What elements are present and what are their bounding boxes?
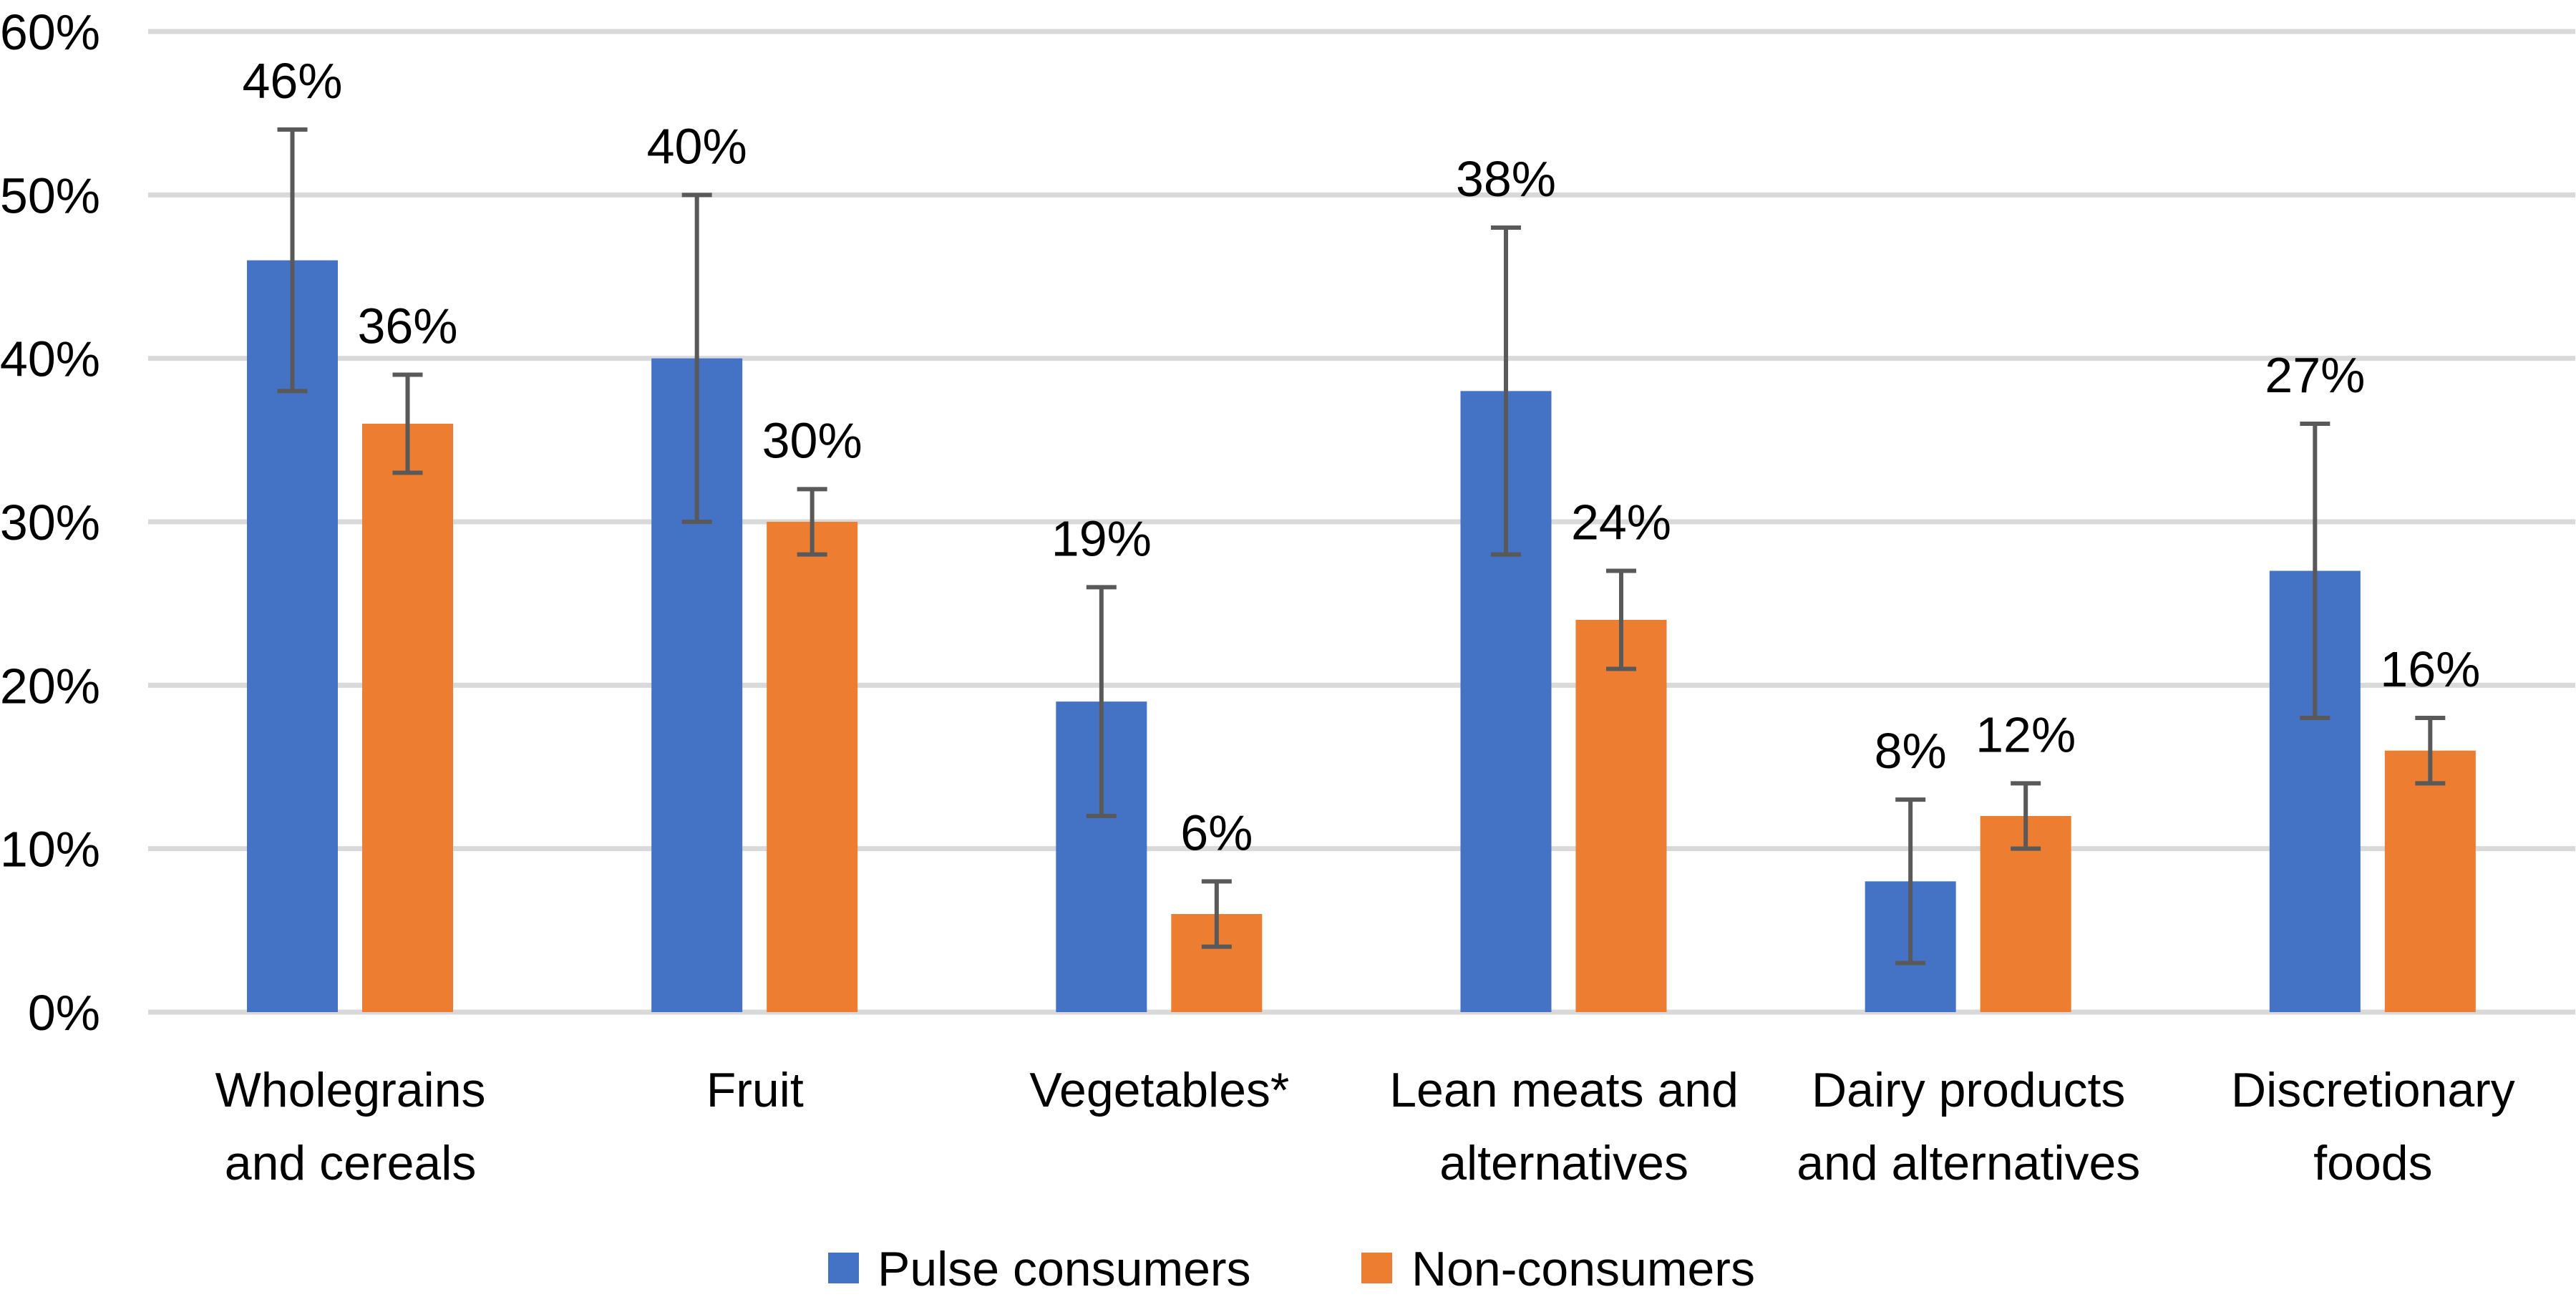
x-tick-label: Dairy products [1812, 1063, 2125, 1117]
data-label: 38% [1456, 151, 1556, 207]
data-label: 6% [1180, 805, 1253, 860]
error-bar [797, 487, 827, 557]
x-tick-label: Fruit [706, 1063, 804, 1117]
legend-swatch-pulse-consumers [828, 1253, 859, 1283]
error-bar [2300, 422, 2330, 720]
data-label: 12% [1975, 706, 2076, 762]
y-tick-label: 20% [0, 658, 100, 714]
error-bars [277, 127, 2446, 966]
x-axis-labels: Wholegrains and cereals Fruit Vegetables* Le… [215, 1063, 2515, 1190]
legend-swatch-non-consumers [1361, 1253, 1392, 1283]
error-bar [2415, 716, 2446, 786]
y-tick-label: 50% [0, 167, 100, 223]
bar-non-consumers [2384, 750, 2476, 1012]
x-tick-label: and cereals [225, 1136, 477, 1190]
gridlines [148, 29, 2575, 1015]
data-label: 36% [357, 298, 457, 354]
error-bar [681, 193, 712, 524]
y-tick-label: 30% [0, 495, 100, 550]
data-label: 24% [1571, 495, 1671, 550]
error-bar [1201, 879, 1232, 949]
data-label: 30% [762, 412, 862, 468]
error-bar [1606, 568, 1636, 671]
data-label: 16% [2380, 641, 2480, 697]
error-bar [1086, 585, 1117, 818]
error-bar [2011, 781, 2041, 851]
legend: Pulse consumers Non-consumers [828, 1242, 1755, 1296]
legend-label-non-consumers: Non-consumers [1411, 1242, 1755, 1296]
data-labels: 46% 40% 19% 38% 8% 27% 36% 30% 6% 24% 12% 16% [242, 53, 2480, 860]
bar-non-consumers [1575, 620, 1667, 1012]
x-tick-label: foods [2313, 1136, 2432, 1190]
bars [247, 260, 2476, 1013]
y-axis-labels: 0% 10% 20% 30% 40% 50% 60% [0, 4, 100, 1041]
x-tick-label: Wholegrains [215, 1063, 486, 1117]
y-tick-label: 10% [0, 822, 100, 878]
y-tick-label: 0% [28, 985, 100, 1041]
legend-label-pulse-consumers: Pulse consumers [878, 1242, 1251, 1296]
x-tick-label: Lean meats and [1389, 1063, 1739, 1117]
data-label: 46% [242, 53, 342, 109]
data-label: 19% [1051, 510, 1152, 566]
x-tick-label: and alternatives [1797, 1136, 2140, 1190]
x-tick-label: Discretionary [2231, 1063, 2515, 1117]
x-tick-label: Vegetables* [1029, 1063, 1289, 1117]
y-tick-label: 40% [0, 331, 100, 387]
error-bar [277, 127, 308, 394]
data-label: 8% [1875, 723, 1947, 779]
y-tick-label: 60% [0, 4, 100, 60]
data-label: 40% [647, 118, 747, 174]
error-bar [392, 372, 423, 475]
error-bar [1895, 797, 1926, 966]
error-bar [1491, 225, 1521, 557]
x-tick-label: alternatives [1439, 1136, 1688, 1190]
data-label: 27% [2265, 347, 2365, 403]
bar-non-consumers [362, 424, 453, 1012]
bar-non-consumers [767, 522, 858, 1012]
